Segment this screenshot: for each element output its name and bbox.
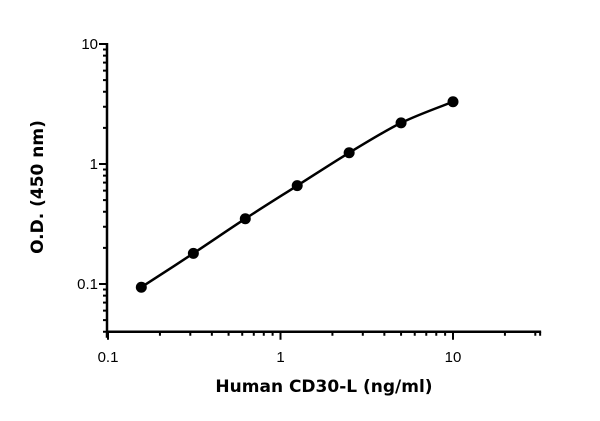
y-tick-label: 10 — [81, 36, 98, 53]
x-tick-label: 1 — [276, 349, 284, 366]
plot-area — [135, 96, 459, 293]
y-axis-title: O.D. (450 nm) — [28, 120, 48, 254]
y-tick-label: 1 — [90, 156, 98, 173]
data-point-marker — [291, 180, 303, 192]
data-point-marker — [395, 117, 407, 129]
x-tick-label: 0.1 — [98, 349, 119, 366]
y-tick-label: 0.1 — [77, 276, 98, 293]
x-axis: 0.1 1 10 — [98, 330, 542, 366]
data-point-marker — [447, 96, 459, 108]
y-axis: 0.1 1 10 — [77, 36, 109, 338]
data-point-marker — [239, 213, 251, 225]
x-axis-title: Human CD30-L (ng/ml) — [215, 377, 432, 397]
x-tick-label: 10 — [445, 349, 462, 366]
data-point-marker — [343, 147, 355, 159]
data-point-marker — [187, 247, 199, 259]
data-point-marker — [135, 281, 147, 293]
fit-curve — [140, 100, 454, 289]
